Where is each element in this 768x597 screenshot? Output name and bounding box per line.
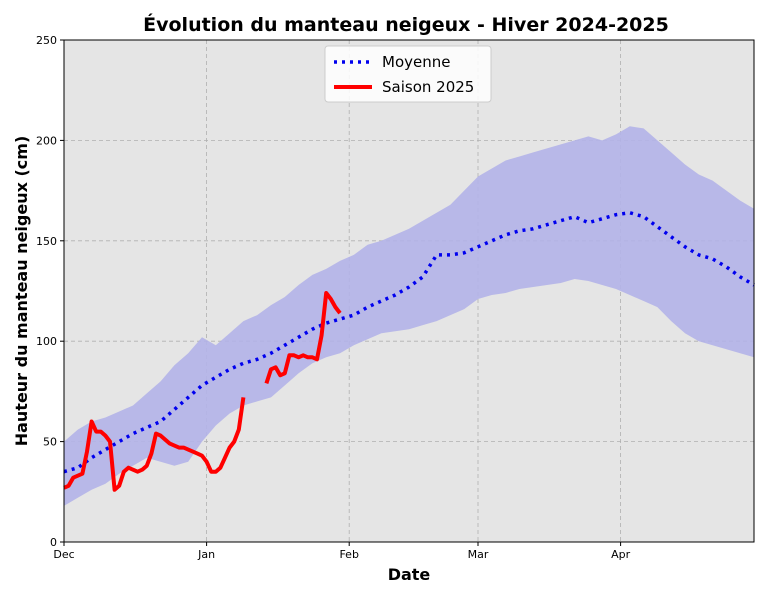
x-tick-label: Mar	[468, 548, 489, 561]
y-tick-label: 50	[43, 436, 57, 449]
series-line-saison-2025	[264, 291, 342, 385]
legend-label-mean: Moyenne	[382, 53, 450, 71]
y-tick-label: 250	[36, 34, 57, 47]
x-axis-label: Date	[388, 565, 431, 584]
legend: Moyenne Saison 2025	[324, 45, 492, 103]
y-axis: 0 50 100 150 200 250	[36, 34, 64, 549]
y-tick-label: 0	[50, 536, 57, 549]
band-layer	[64, 126, 754, 506]
series-line-moyenne	[63, 210, 755, 474]
legend-label-season: Saison 2025	[382, 78, 474, 96]
x-axis: Dec Jan Feb Mar Apr	[53, 542, 631, 561]
range-band	[64, 126, 754, 506]
plot-frame	[63, 39, 755, 543]
lines-layer	[63, 210, 755, 492]
x-tick-label: Dec	[53, 548, 74, 561]
y-tick-label: 200	[36, 134, 57, 147]
x-tick-label: Jan	[197, 548, 215, 561]
y-tick-label: 100	[36, 335, 57, 348]
chart-title: Évolution du manteau neigeux - Hiver 202…	[143, 13, 669, 36]
y-axis-label: Hauteur du manteau neigeux (cm)	[12, 136, 31, 447]
y-tick-label: 150	[36, 235, 57, 248]
x-tick-label: Feb	[339, 548, 358, 561]
x-tick-label: Apr	[611, 548, 631, 561]
series-line-saison-2025	[63, 397, 246, 492]
